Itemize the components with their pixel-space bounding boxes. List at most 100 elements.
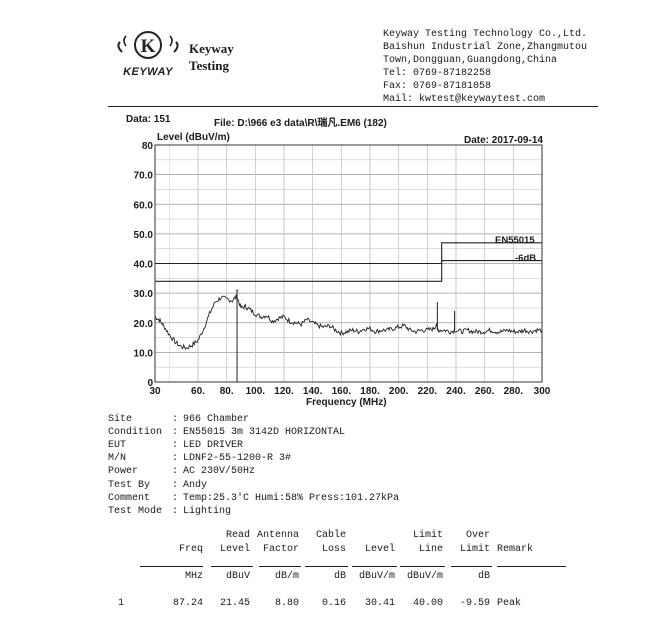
table-cell: 87.24 [172,598,203,609]
x-tick-label: 160. [332,386,352,397]
meta-value: Temp:25.3'C Humi:58% Press:101.27kPa [183,492,400,504]
brand-subname: Testing [189,58,229,73]
y-tick-label: 30.0 [134,289,154,300]
meta-key: EUT [108,440,127,452]
x-tick-label: 100. [246,386,266,397]
table-cell: 40.00 [412,598,443,609]
table-header-rule [497,566,566,567]
limit-lines [155,242,542,282]
meta-separator: : [172,492,179,504]
meta-separator: : [172,453,179,465]
x-tick-label: 220. [418,386,438,397]
table-header: Factor [262,544,299,555]
table-header-rule [305,566,348,567]
table-header: Level [364,544,395,555]
x-axis-label: Frequency (MHz) [306,397,387,408]
table-header-top: Limit [412,530,443,541]
table-header: Limit [459,544,490,555]
row-number: 1 [118,598,125,609]
meta-key: Condition [108,427,163,439]
logo-mark: K [141,36,156,57]
meta-value: Lighting [183,505,232,517]
x-tick-label: 280. [504,386,524,397]
brand-name: Keyway [189,41,234,56]
y-tick-label: 50.0 [134,230,154,241]
meta-separator: : [172,427,179,439]
table-unit: dBuV/m [358,571,395,582]
table-cell: 21.45 [219,598,250,609]
table-header-rule [211,566,253,567]
y-tick-label: 70.0 [134,171,154,182]
address-line-2: Town,Dongguan,Guangdong,China [383,55,558,66]
x-tick-label: 240. [446,386,466,397]
y-tick-label: 10.0 [134,348,154,359]
limit-line-en55015 [155,242,542,265]
address-line-1: Baishun Industrial Zone,Zhangmutou [383,42,588,53]
table-header-rule [400,566,445,567]
table-cell: Peak [497,598,522,609]
x-tick-label: 180. [360,386,380,397]
table-header-top: Cable [315,530,346,541]
meta-separator: : [172,466,179,478]
peak-marker: * [235,288,238,297]
x-tick-label: 80. [220,386,234,397]
table-unit: MHz [184,571,203,582]
margin-line-label: -6dB [515,253,537,264]
test-date: Date: 2017-09-14 [464,135,543,146]
measurement-trace [154,294,543,350]
y-axis-label: Level (dBuV/m) [157,132,230,143]
table-header-rule [451,566,492,567]
fax: Fax: 0769-87181058 [383,81,492,92]
company-name: Keyway Testing Technology Co.,Ltd. [383,29,588,40]
meta-separator: : [172,414,179,425]
table-header-rule [140,566,203,567]
header-divider [108,106,598,107]
meta-key: Power [108,466,139,478]
table-unit: dB [333,571,346,582]
table-header: Loss [321,544,346,555]
meta-separator: : [172,479,179,491]
meta-key: Test Mode [108,505,163,517]
y-tick-label: 40.0 [134,260,154,271]
y-tick-label: 80 [142,141,154,152]
meta-value: 966 Chamber [183,414,250,425]
y-tick-label: 60.0 [134,200,154,211]
table-cell: 0.16 [321,598,346,609]
meta-value: LDNF2-55-1200-R 3# [183,453,292,465]
table-header-top: Read [225,530,250,541]
telephone: Tel: 0769-87182258 [383,68,492,79]
table-header-rule [259,566,301,567]
table-header: Remark [497,544,534,555]
meta-value: EN55015 3m 3142D HORIZONTAL [183,427,346,439]
meta-value: AC 230V/50Hz [183,466,256,478]
y-tick-label: 0 [147,378,153,389]
email: Mail: kwtest@keywaytest.com [383,94,546,105]
table-unit: dBuV [225,571,250,582]
meta-value: LED DRIVER [183,440,244,452]
table-header: Level [219,544,250,555]
table-cell: 30.41 [364,598,395,609]
x-tick-label: 300 [534,386,551,397]
series: * [154,288,543,382]
limit-line-minus6db [155,259,542,282]
table-header: Freq [178,544,203,555]
tick-labels: 0 10.0 20.0 30.0 40.0 50.0 60.0 70.0 80 30 60. 80. 1… [134,141,551,397]
x-tick-label: 30 [149,386,161,397]
file-path: File: D:\966 e3 data\R\瑞凡.EM6 (182) [214,118,387,129]
table-unit: dBuV/m [406,571,443,582]
table-header-rule [352,566,397,567]
x-tick-label: 260. [475,386,495,397]
meta-separator: : [172,440,179,452]
plot-frame [154,144,543,383]
x-tick-label: 60. [191,386,205,397]
table-cell: 8.80 [274,598,299,609]
table-unit: dB [477,571,490,582]
x-tick-label: 120. [274,386,294,397]
table-unit: dB/m [274,571,299,582]
meta-key: Site [108,414,133,425]
x-tick-label: 140. [303,386,323,397]
x-tick-label: 200. [389,386,409,397]
logo-wordmark: KEYWAY [123,66,174,78]
keyway-logo: K KEYWAY [117,31,179,78]
y-tick-label: 20.0 [134,319,154,330]
